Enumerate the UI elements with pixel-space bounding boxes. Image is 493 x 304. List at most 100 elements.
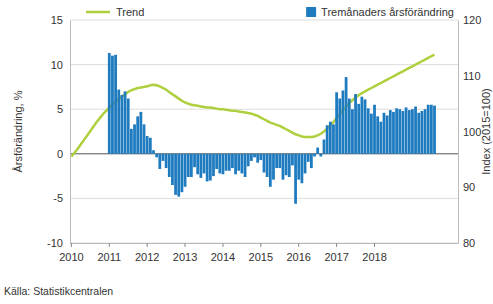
bar xyxy=(386,115,389,153)
bar xyxy=(152,150,155,154)
bar xyxy=(370,114,373,154)
bar xyxy=(301,154,304,183)
bar xyxy=(351,109,354,154)
tick: 0 xyxy=(57,148,70,160)
tick-mark xyxy=(147,243,148,247)
tick: 120 xyxy=(458,14,481,26)
y2-axis: 8090100110120 xyxy=(458,14,481,249)
grid-line xyxy=(70,64,458,65)
bar xyxy=(278,154,281,168)
bar xyxy=(373,105,376,154)
axis-line xyxy=(71,243,459,244)
bar xyxy=(247,154,250,166)
tick: 2018 xyxy=(362,243,386,263)
bar xyxy=(338,98,341,153)
legend: Trend Tremånaders årsförändring xyxy=(86,6,454,18)
bar xyxy=(111,56,114,154)
bar xyxy=(389,110,392,154)
tick: 2016 xyxy=(286,243,310,263)
tick-label: 100 xyxy=(463,126,481,138)
x-axis: 201020112012201320142015201620172018 xyxy=(59,243,458,263)
tick-mark xyxy=(222,243,223,247)
axis-line xyxy=(70,21,71,244)
grid xyxy=(70,20,458,243)
bar xyxy=(139,112,142,154)
tick: 80 xyxy=(458,237,475,249)
bar xyxy=(282,154,285,180)
bar xyxy=(209,154,212,181)
tick-label: 120 xyxy=(463,14,481,26)
bar xyxy=(253,154,256,158)
tick-label: 80 xyxy=(463,237,475,249)
bar xyxy=(313,154,316,157)
tick-label: 15 xyxy=(51,14,63,26)
tick-label: 2016 xyxy=(286,251,310,263)
bar xyxy=(288,154,291,177)
bar xyxy=(294,154,297,204)
bar xyxy=(117,90,120,154)
bar xyxy=(237,154,240,171)
bar xyxy=(136,116,139,153)
bar xyxy=(395,108,398,153)
bar xyxy=(250,154,253,161)
bar xyxy=(196,154,199,175)
bar xyxy=(364,99,367,153)
bar xyxy=(275,154,278,168)
bar xyxy=(408,110,411,154)
bar xyxy=(266,154,269,177)
bar xyxy=(323,140,326,154)
bar xyxy=(168,154,171,177)
chart: -10-505101580901001101202010201120122013… xyxy=(0,0,493,304)
bar xyxy=(124,91,127,153)
tick: 10 xyxy=(51,59,70,71)
bar xyxy=(348,98,351,153)
tick-label: 2012 xyxy=(135,251,159,263)
bar xyxy=(332,124,335,153)
grid-line xyxy=(70,20,458,21)
bar xyxy=(405,107,408,153)
bar xyxy=(383,113,386,154)
source: Källa: Statistikcentralen xyxy=(4,285,113,297)
tick: 2013 xyxy=(173,243,197,263)
bar xyxy=(241,154,244,174)
bar xyxy=(269,154,272,187)
tick-label: 2014 xyxy=(211,251,235,263)
bar xyxy=(411,109,414,154)
bar xyxy=(402,111,405,154)
bar xyxy=(143,124,146,153)
bar xyxy=(171,154,174,185)
bar xyxy=(193,154,196,167)
tick-label: -5 xyxy=(53,192,63,204)
bar xyxy=(304,154,307,174)
tick-label: 2015 xyxy=(249,251,273,263)
bar xyxy=(130,129,133,154)
legend-swatch xyxy=(86,11,110,14)
bar xyxy=(427,105,430,154)
tick: 15 xyxy=(51,14,70,26)
bar xyxy=(329,122,332,154)
bar xyxy=(316,148,319,154)
tick-label: -10 xyxy=(47,237,63,249)
bar xyxy=(155,154,158,158)
legend-label: Trend xyxy=(116,6,144,18)
tick: 2011 xyxy=(97,243,121,263)
bar xyxy=(310,154,313,168)
bar xyxy=(433,106,436,154)
bar xyxy=(149,138,152,154)
tick-label: 90 xyxy=(463,181,475,193)
legend-item: Tremånaders årsförändring xyxy=(306,6,454,18)
y2-axis-title: Index (2015=100) xyxy=(480,88,492,175)
bar xyxy=(228,154,231,171)
tick-mark xyxy=(185,243,186,247)
tick-label: 0 xyxy=(57,148,63,160)
bar xyxy=(199,154,202,178)
tick: 2010 xyxy=(59,243,83,263)
bar xyxy=(127,98,130,153)
bar xyxy=(307,154,310,162)
bar xyxy=(354,94,357,154)
bar xyxy=(114,55,117,154)
legend-swatch xyxy=(306,7,316,17)
bar xyxy=(285,154,288,175)
bar xyxy=(376,116,379,153)
tick: 100 xyxy=(458,126,481,138)
